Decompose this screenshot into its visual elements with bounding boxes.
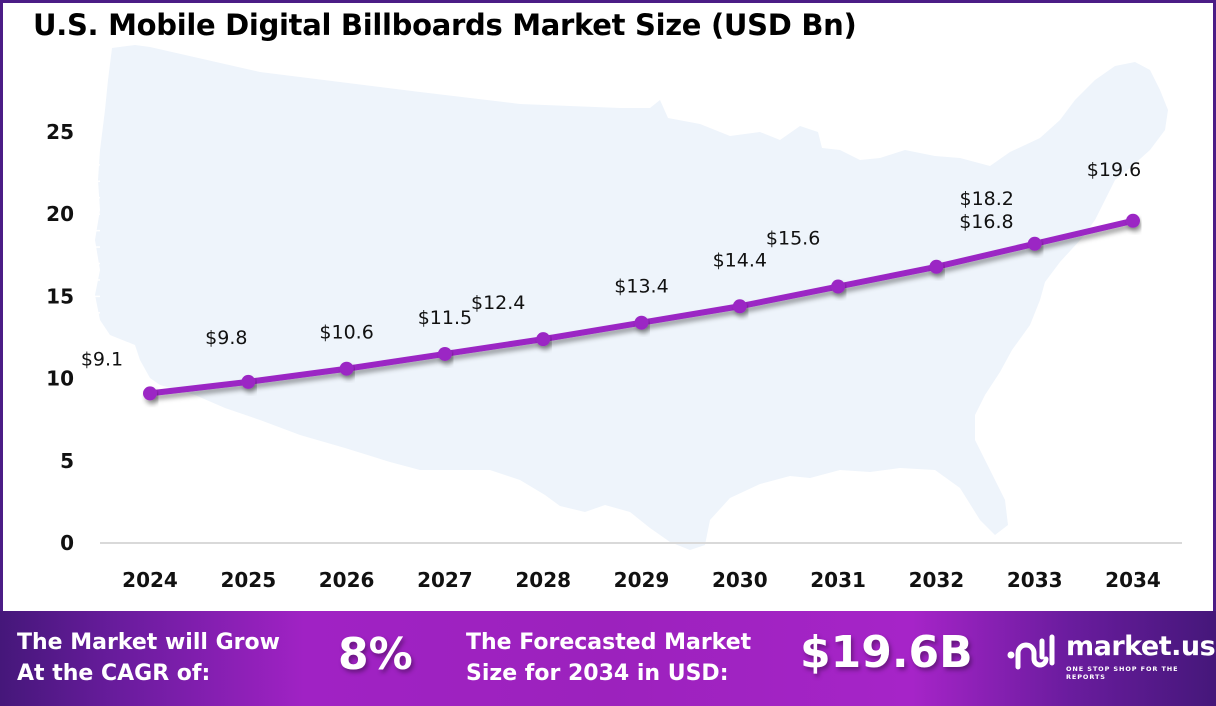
y-tick-label: 20	[46, 202, 74, 226]
data-point-marker	[929, 259, 944, 274]
data-point-marker	[732, 299, 747, 314]
y-tick-label: 0	[60, 531, 74, 555]
cagr-label-line1: The Market will Grow	[17, 630, 280, 655]
data-label: $16.8	[959, 211, 1013, 233]
forecast-label: The Forecasted Market Size for 2034 in U…	[466, 627, 751, 689]
cagr-value: 8%	[338, 629, 413, 680]
y-axis: 0 5 10 15 20 25	[46, 120, 100, 555]
data-point-marker	[143, 386, 157, 401]
data-label: $14.4	[713, 249, 767, 271]
x-tick-label: 2031	[810, 568, 866, 592]
data-point-marker	[536, 332, 551, 347]
x-tick-label: 2024	[122, 568, 178, 592]
forecast-value: $19.6B	[800, 627, 973, 678]
x-tick-label: 2026	[319, 568, 375, 592]
data-labels: $9.1 $9.8 $10.6 $11.5$12.4 $13.4 $14.4$15.6 $1…	[81, 159, 1141, 371]
x-tick-label: 2028	[515, 568, 571, 592]
data-label: $9.1	[81, 348, 123, 370]
y-tick-label: 10	[46, 367, 74, 391]
y-tick-label: 25	[46, 120, 74, 144]
market-us-logo-icon	[1007, 634, 1055, 670]
x-tick-label: 2030	[712, 568, 768, 592]
x-tick-label: 2025	[220, 568, 276, 592]
x-tick-label: 2032	[909, 568, 965, 592]
forecast-label-line1: The Forecasted Market	[466, 630, 752, 655]
x-tick-label: 2033	[1007, 568, 1063, 592]
data-label: $13.4	[614, 276, 668, 298]
series-line-group	[143, 213, 1140, 401]
data-point-marker	[831, 279, 846, 294]
x-axis: 2024 2025 2026 2027 2028 2029 2030 2031 2032 2033…	[122, 568, 1161, 592]
logo-name: market.us	[1066, 631, 1216, 662]
data-label: $15.6	[766, 228, 820, 250]
x-tick-label: 2034	[1105, 568, 1161, 592]
us-map-background	[95, 45, 1168, 550]
y-tick-label: 5	[60, 449, 74, 473]
footer-banner: The Market will Grow At the CAGR of: 8% …	[0, 611, 1216, 706]
data-label: $19.6	[1087, 159, 1141, 181]
y-tick-label: 15	[46, 284, 74, 308]
forecast-label-line2: Size for 2034 in USD:	[466, 661, 729, 686]
data-point-marker	[634, 315, 649, 330]
data-label: $12.4	[471, 292, 525, 314]
data-point-marker	[339, 361, 354, 376]
x-tick-label: 2029	[614, 568, 670, 592]
data-label: $10.6	[319, 322, 373, 344]
cagr-label: The Market will Grow At the CAGR of:	[17, 627, 280, 689]
cagr-label-line2: At the CAGR of:	[17, 661, 211, 686]
data-label: $9.8	[205, 327, 247, 349]
data-point-marker	[437, 346, 452, 361]
data-point-marker	[1027, 236, 1042, 251]
data-point-marker	[1126, 213, 1140, 228]
logo-tagline: ONE STOP SHOP FOR THE REPORTS	[1066, 665, 1179, 681]
chart-title: U.S. Mobile Digital Billboards Market Si…	[33, 8, 857, 42]
data-point-marker	[241, 374, 256, 389]
data-label: $11.5	[418, 307, 472, 329]
data-label: $18.2	[959, 188, 1013, 210]
x-tick-label: 2027	[417, 568, 473, 592]
